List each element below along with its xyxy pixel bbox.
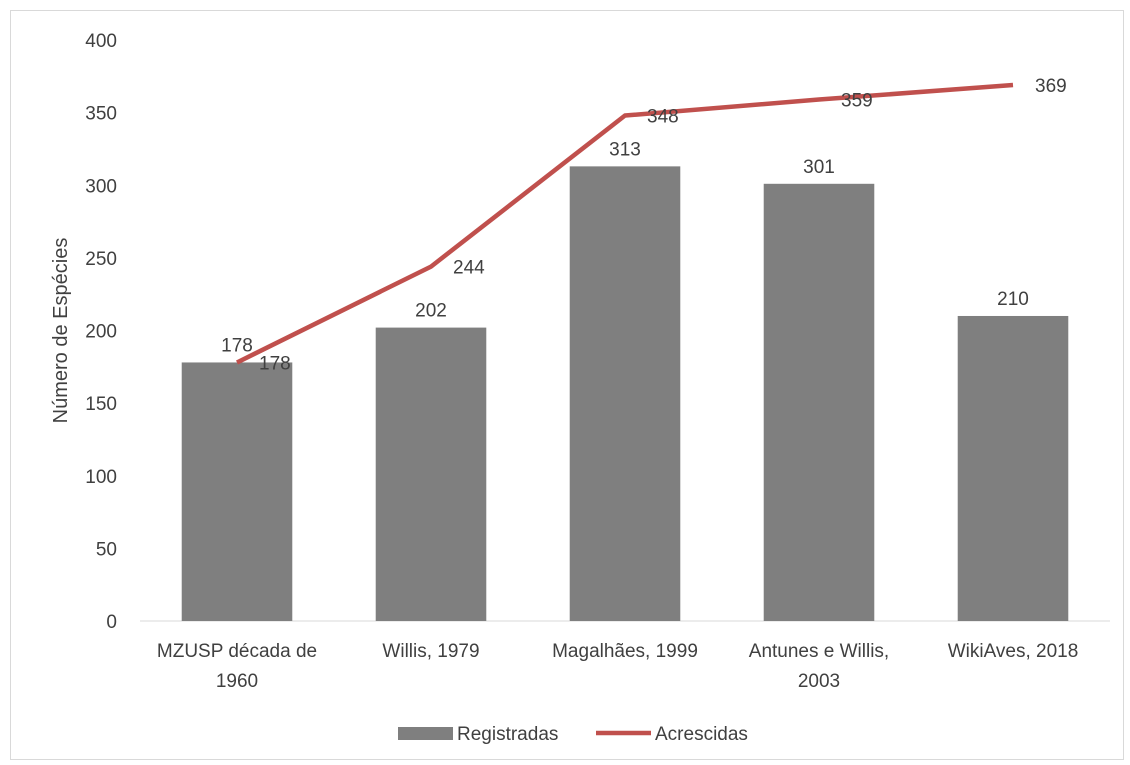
bar-value-label: 202 bbox=[415, 301, 447, 322]
line-value-label: 178 bbox=[259, 353, 291, 374]
bar-value-label: 210 bbox=[997, 289, 1029, 310]
line-value-label: 369 bbox=[1035, 76, 1067, 97]
y-tick-label: 150 bbox=[85, 394, 117, 415]
bar-series bbox=[181, 166, 1069, 622]
x-tick-label-line: MZUSP década de bbox=[157, 641, 317, 662]
line-value-label: 359 bbox=[841, 91, 873, 112]
y-tick-label: 0 bbox=[106, 612, 117, 633]
bar-value-label: 313 bbox=[609, 139, 641, 160]
y-tick-label: 100 bbox=[85, 467, 117, 488]
legend-swatch-registradas bbox=[398, 727, 453, 740]
x-tick-label: Willis, 1979 bbox=[382, 641, 479, 662]
y-tick-label: 350 bbox=[85, 104, 117, 125]
bar bbox=[957, 315, 1069, 621]
bar-value-label: 301 bbox=[803, 157, 835, 178]
x-tick-label-line: 2003 bbox=[798, 671, 840, 692]
x-tick-label: Magalhães, 1999 bbox=[552, 641, 698, 662]
y-tick-label: 250 bbox=[85, 249, 117, 270]
y-tick-label: 400 bbox=[85, 31, 117, 52]
y-tick-label: 200 bbox=[85, 322, 117, 343]
bar bbox=[181, 362, 293, 621]
legend-label-registradas: Registradas bbox=[457, 724, 558, 745]
x-tick-label: WikiAves, 2018 bbox=[948, 641, 1079, 662]
x-tick-label-line: Antunes e Willis, bbox=[749, 641, 889, 662]
x-tick-label: MZUSP década de 1960 bbox=[157, 641, 317, 692]
x-tick-label: Antunes e Willis, 2003 bbox=[749, 641, 889, 692]
bar bbox=[375, 327, 487, 621]
line-data-labels: 178 244 348 359 369 bbox=[259, 76, 1067, 374]
line-value-label: 244 bbox=[453, 258, 485, 279]
x-axis-ticks: MZUSP década de 1960 Willis, 1979 Magalhães… bbox=[157, 641, 1078, 692]
y-axis-ticks: 0 50 100 150 200 250 300 350 400 bbox=[85, 31, 117, 633]
y-axis-title: Número de Espécies bbox=[50, 238, 72, 424]
legend: Registradas Acrescidas bbox=[398, 724, 748, 745]
x-tick-label-line: Willis, 1979 bbox=[382, 641, 479, 662]
bar-value-label: 178 bbox=[221, 335, 253, 356]
line-value-label: 348 bbox=[647, 107, 679, 128]
x-tick-label-line: Magalhães, 1999 bbox=[552, 641, 698, 662]
line-series bbox=[236, 82, 1014, 365]
x-tick-label-line: 1960 bbox=[216, 671, 258, 692]
x-tick-label-line: WikiAves, 2018 bbox=[948, 641, 1079, 662]
y-tick-label: 50 bbox=[96, 539, 117, 560]
bar bbox=[569, 166, 681, 621]
legend-label-acrescidas: Acrescidas bbox=[655, 724, 748, 745]
y-tick-label: 300 bbox=[85, 176, 117, 197]
bar-data-labels: 178 202 313 301 210 bbox=[221, 139, 1029, 356]
bar bbox=[763, 183, 875, 622]
